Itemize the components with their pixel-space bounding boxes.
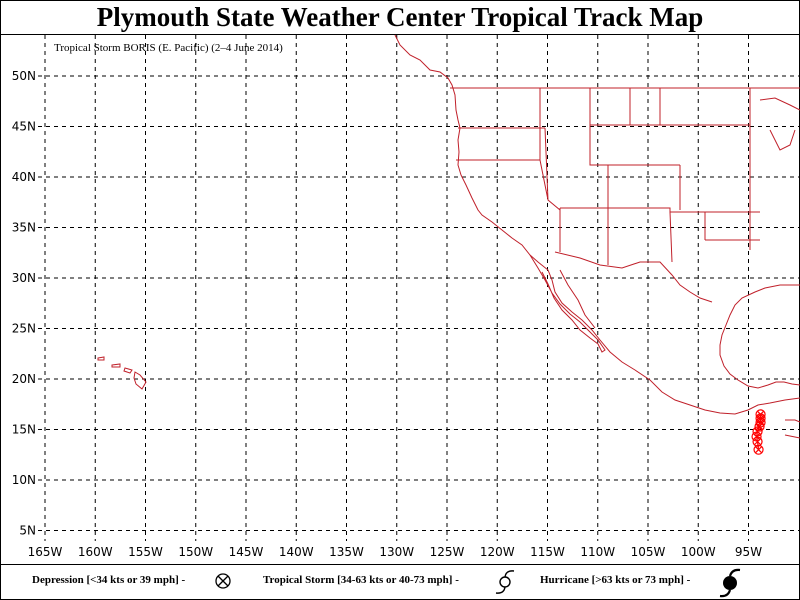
lat-label: 45N	[12, 120, 36, 134]
legend-hurricane-label: Hurricane [>63 kts or 73 mph] -	[540, 574, 691, 586]
depression-icon	[215, 573, 231, 589]
axis-labels: 50N 45N 40N 35N 30N 25N 20N 15N 10N 5N 165W 160W 155…	[12, 69, 762, 559]
gulf-coast	[719, 284, 800, 389]
lon-label: 110W	[580, 545, 615, 559]
coastlines-and-borders	[97, 34, 800, 439]
lat-label: 35N	[12, 221, 36, 235]
hawaii-islands	[97, 356, 147, 390]
lon-label: 150W	[178, 545, 213, 559]
tropical-storm-icon	[495, 570, 515, 594]
lon-label: 115W	[530, 545, 565, 559]
central-america-coastline	[784, 419, 800, 439]
lon-label: 165W	[28, 545, 63, 559]
lon-label: 155W	[128, 545, 163, 559]
hurricane-icon	[719, 568, 741, 598]
lat-label: 25N	[12, 322, 36, 336]
lon-label: 100W	[681, 545, 716, 559]
page-title: Plymouth State Weather Center Tropical T…	[96, 2, 704, 32]
legend-depression-label: Depression [<34 kts or 39 mph] -	[32, 574, 186, 586]
storm-subtitle: Tropical Storm BORIS (E. Pacific) (2–4 J…	[54, 42, 283, 54]
track-point-depression	[755, 409, 766, 420]
gulf-of-california	[559, 269, 596, 329]
baja-california-coastline	[529, 254, 606, 353]
storm-track	[751, 409, 766, 455]
lat-label: 15N	[12, 423, 36, 437]
lat-label: 20N	[12, 372, 36, 386]
lat-label: 40N	[12, 170, 36, 184]
lat-label: 10N	[12, 473, 36, 487]
track-point-depression	[753, 444, 764, 455]
lon-label: 130W	[379, 545, 414, 559]
lon-label: 145W	[229, 545, 264, 559]
lon-label: 95W	[735, 545, 762, 559]
mexico-us-border	[554, 251, 713, 303]
state-lines	[456, 88, 760, 265]
great-lakes	[759, 97, 800, 151]
lon-label: 140W	[279, 545, 314, 559]
lat-label: 50N	[12, 69, 36, 83]
lon-label: 135W	[329, 545, 364, 559]
legend-storm-label: Tropical Storm [34-63 kts or 40-73 mph] …	[263, 574, 459, 586]
lon-label: 105W	[631, 545, 666, 559]
lat-label: 5N	[19, 524, 36, 538]
lat-label: 30N	[12, 271, 36, 285]
lon-label: 125W	[430, 545, 465, 559]
lon-label: 120W	[480, 545, 515, 559]
lon-label: 160W	[78, 545, 113, 559]
lat-lon-grid	[38, 35, 800, 541]
